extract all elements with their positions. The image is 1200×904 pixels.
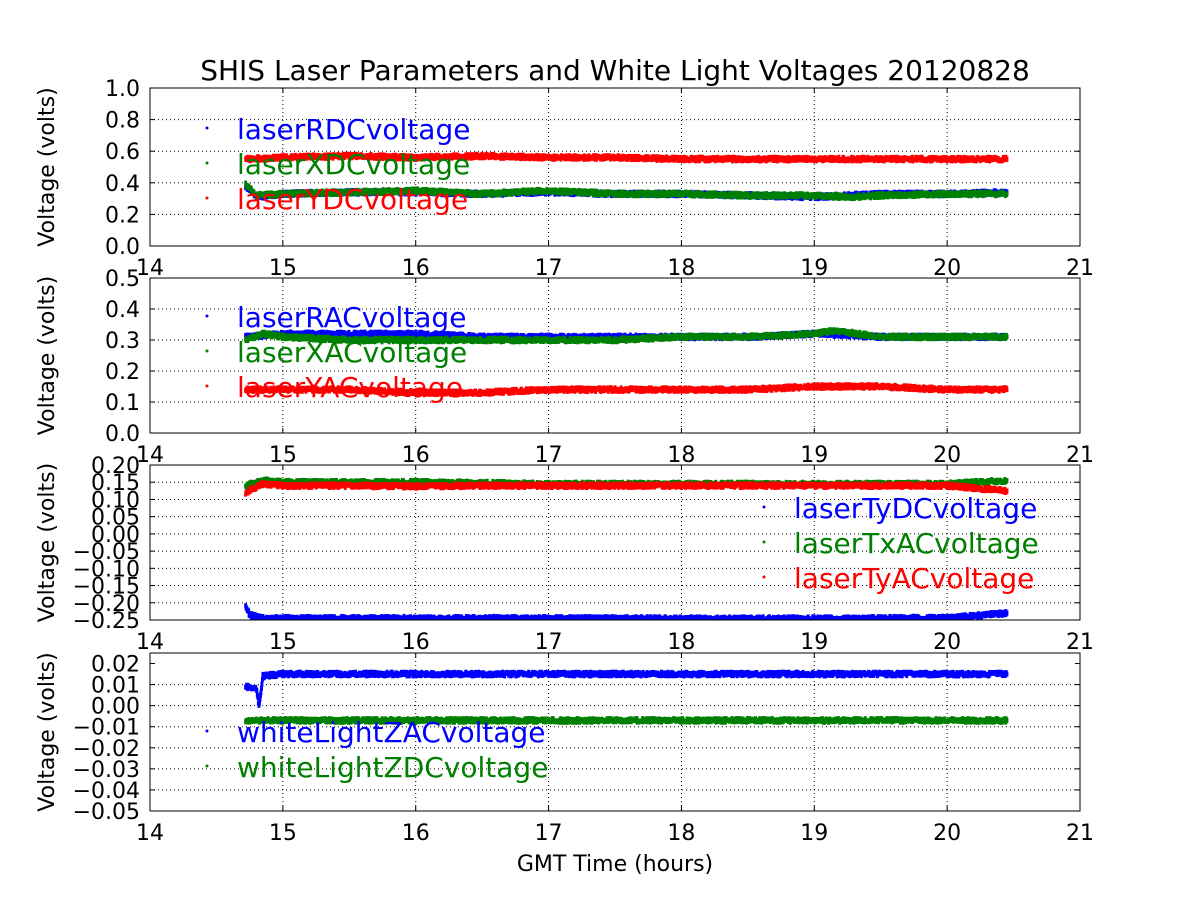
x-tick-label: 20 — [933, 443, 961, 468]
legend-label: laserRDCvoltage — [237, 113, 470, 146]
x-tick-label: 21 — [1066, 256, 1094, 281]
legend-label: laserXDCvoltage — [237, 148, 470, 181]
y-tick-label: 0.8 — [105, 109, 140, 134]
x-tick-label: 19 — [800, 443, 828, 468]
legend-marker — [206, 197, 209, 200]
y-tick-label: 0.2 — [105, 203, 140, 228]
data-point — [1005, 191, 1008, 196]
x-tick-label: 20 — [933, 256, 961, 281]
y-tick-label: 0.6 — [105, 140, 140, 165]
x-tick-label: 19 — [800, 256, 828, 281]
x-tick-label: 16 — [402, 256, 430, 281]
y-tick-label: 0.4 — [105, 298, 140, 323]
legend-label: laserYDCvoltage — [237, 183, 468, 216]
y-tick-label: 0.3 — [105, 329, 140, 354]
y-tick-label: 0.4 — [105, 172, 140, 197]
x-tick-label: 15 — [269, 256, 297, 281]
x-tick-label: 16 — [402, 443, 430, 468]
x-tick-label: 14 — [136, 256, 164, 281]
y-tick-label: 0.5 — [105, 267, 140, 292]
y-axis-label: Voltage (volts) — [35, 87, 60, 246]
x-tick-label: 21 — [1066, 443, 1094, 468]
y-tick-label: 0.1 — [105, 391, 140, 416]
x-tick-label: 18 — [667, 256, 695, 281]
x-tick-label: 17 — [535, 256, 563, 281]
chart-title: SHIS Laser Parameters and White Light Vo… — [200, 54, 1030, 87]
data-point — [1005, 157, 1008, 162]
y-tick-label: 0.2 — [105, 360, 140, 385]
legend-marker — [206, 162, 209, 165]
x-tick-label: 17 — [535, 443, 563, 468]
y-tick-label: 0.0 — [105, 422, 140, 447]
x-axis-label: GMT Time (hours) — [517, 852, 713, 877]
y-tick-label: 0.0 — [105, 235, 140, 260]
y-tick-label: 1.0 — [105, 77, 140, 102]
x-tick-label: 18 — [667, 443, 695, 468]
x-tick-label: 14 — [136, 443, 164, 468]
legend-marker — [206, 127, 209, 130]
x-tick-label: 15 — [269, 443, 297, 468]
